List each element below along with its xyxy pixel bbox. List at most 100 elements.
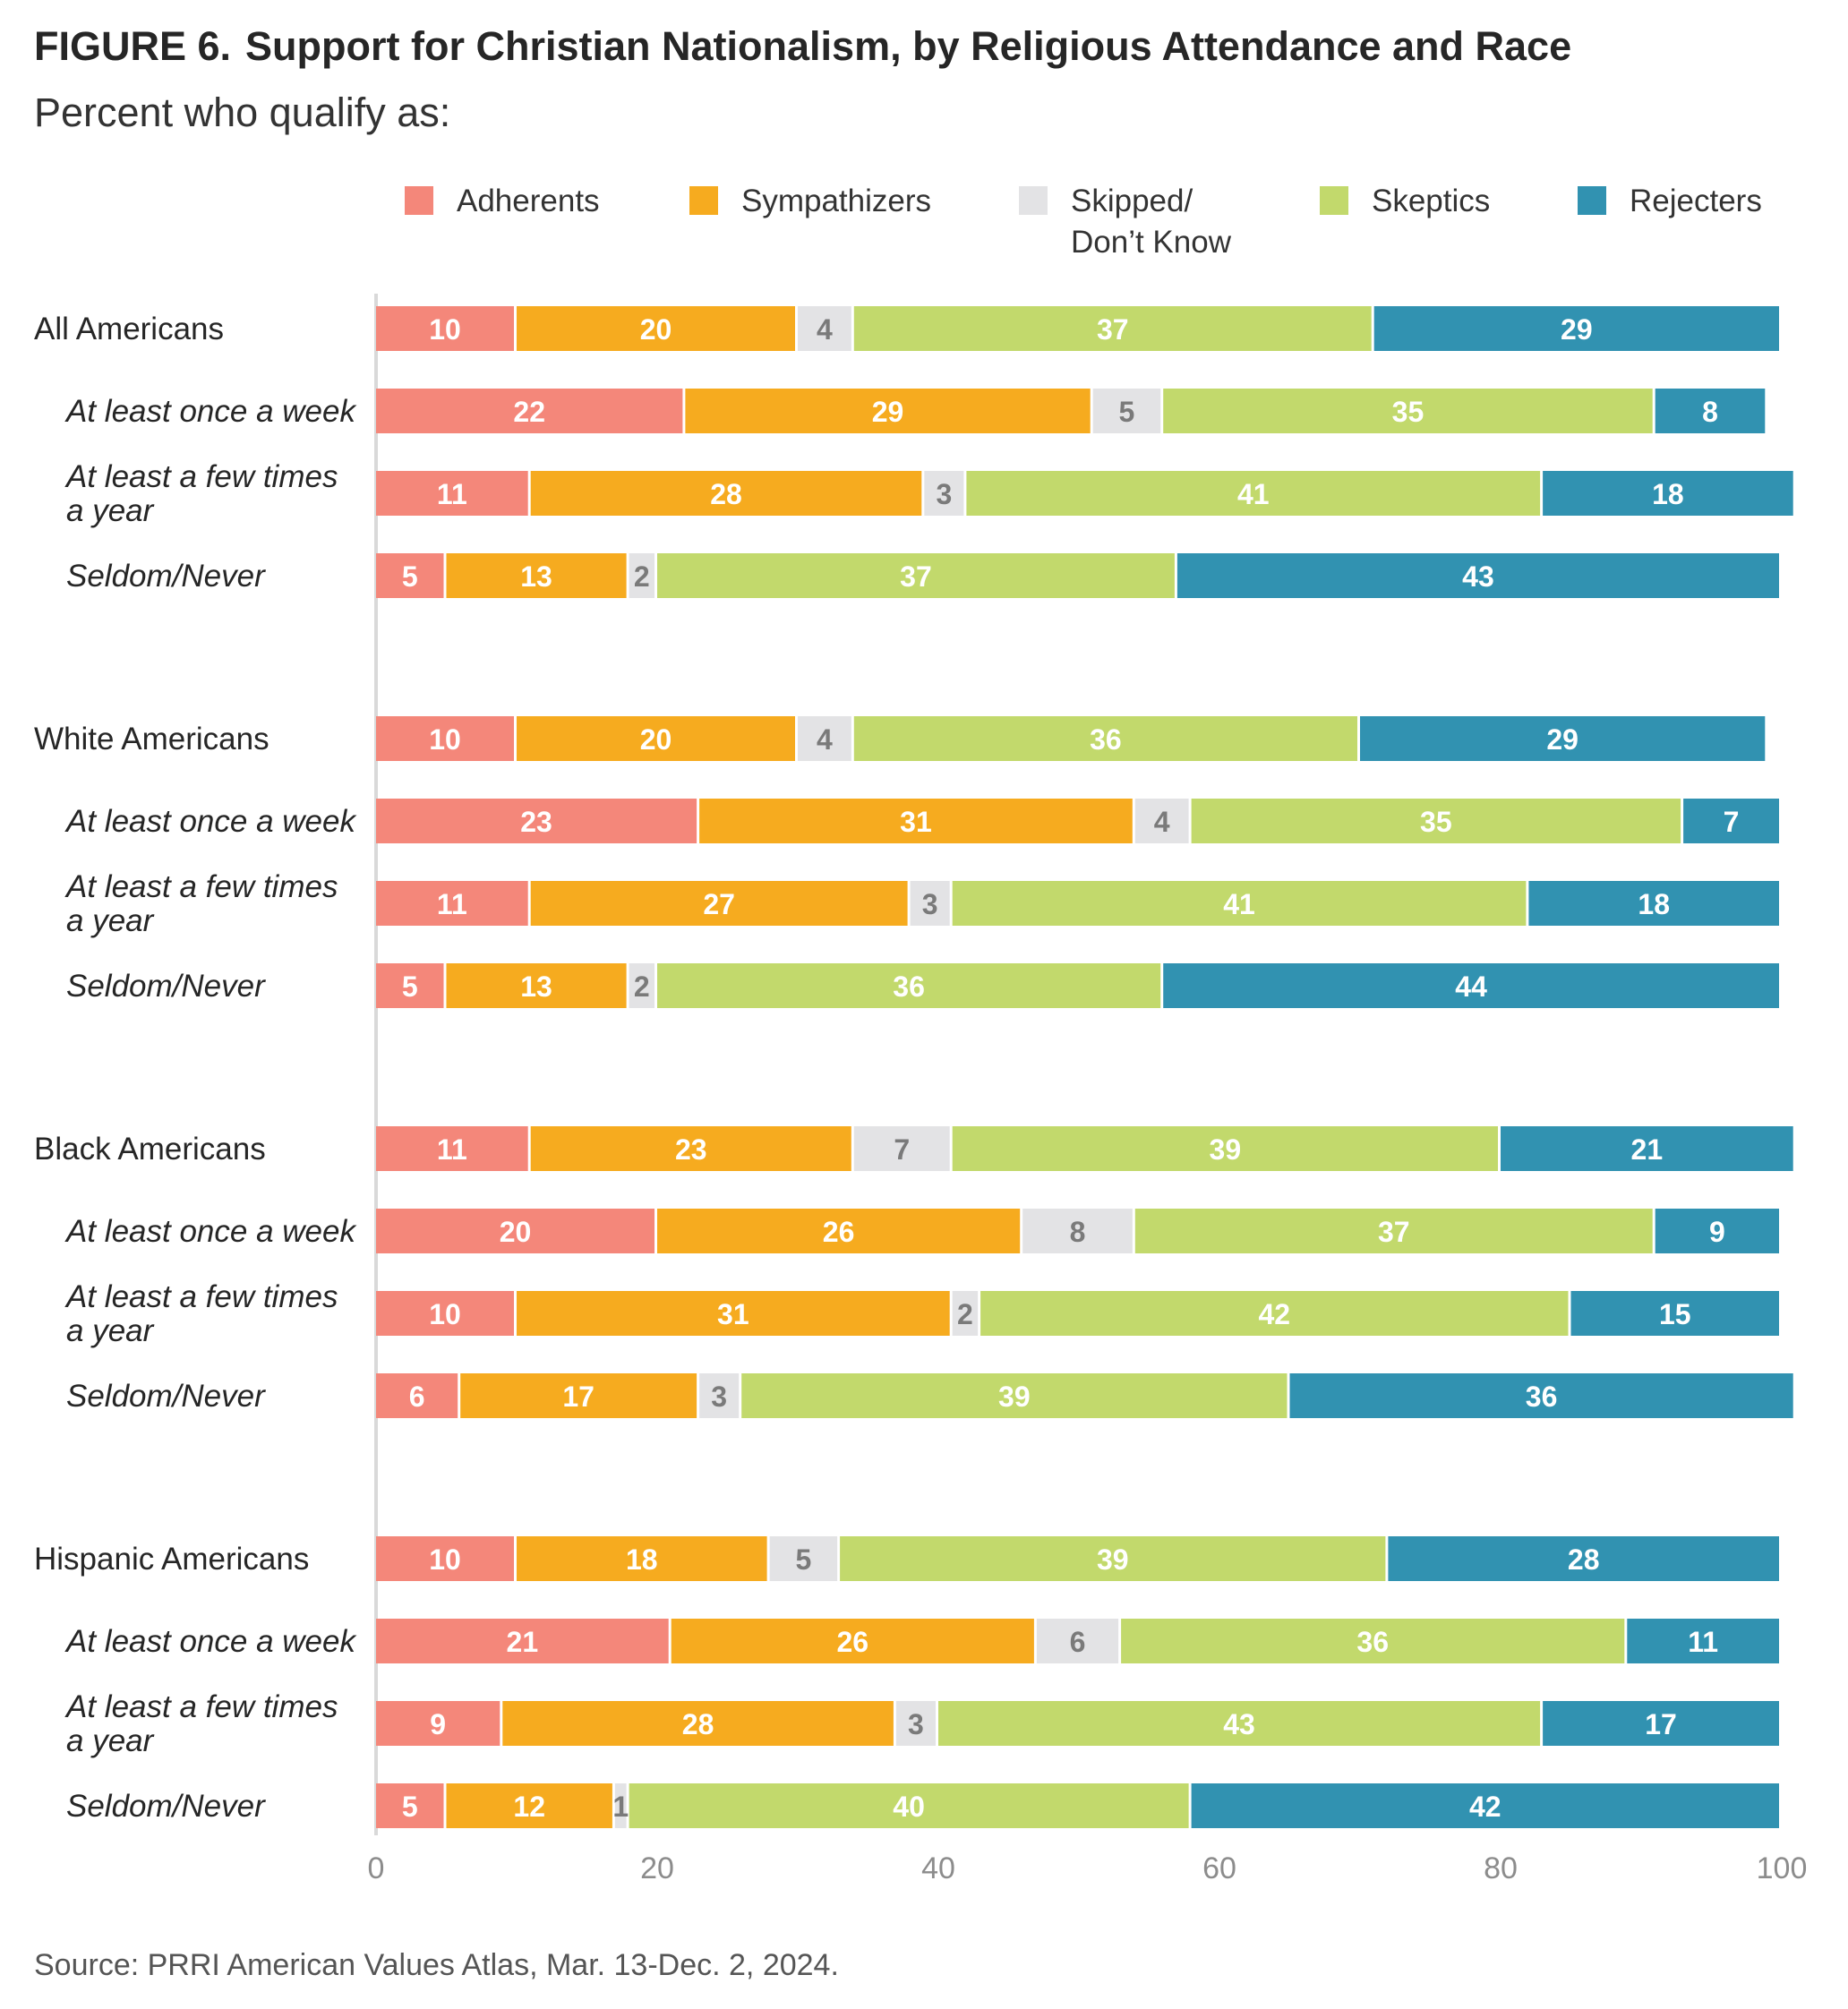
row-label-group: White Americans [34, 722, 270, 757]
bar-segment-sympathizers [517, 306, 795, 351]
bar-segment-adherents [376, 1701, 500, 1746]
data-label: 5 [402, 560, 418, 593]
bar-segment-skeptics [741, 1373, 1288, 1418]
bar-segment-skipped [1036, 1619, 1119, 1663]
bar-segment-skeptics [629, 1783, 1189, 1828]
data-label: 35 [1392, 396, 1424, 428]
data-label: 15 [1659, 1298, 1691, 1330]
bar-segment-skipped [1134, 799, 1189, 843]
bar-segment-adherents [376, 389, 683, 433]
data-label: 26 [837, 1626, 869, 1658]
row-label-sub: Seldom/Never [66, 1789, 266, 1824]
data-label: 3 [936, 478, 952, 510]
bar-segment-adherents [376, 881, 528, 926]
data-label: 29 [872, 396, 904, 428]
data-label: 36 [1090, 723, 1122, 756]
data-label: 41 [1237, 478, 1270, 510]
data-label: 17 [562, 1381, 595, 1413]
bar-segment-sympathizers [446, 1783, 612, 1828]
data-label: 4 [817, 313, 833, 346]
data-label: 17 [1645, 1708, 1677, 1740]
legend-label-skipped: Skipped/ [1071, 184, 1193, 218]
bar-segment-skeptics [853, 716, 1357, 761]
legend-swatch-rejecters [1578, 186, 1606, 215]
bar-segment-sympathizers [699, 799, 1133, 843]
x-tick-label: 80 [1484, 1851, 1518, 1885]
bar-segment-rejecters [1655, 1209, 1779, 1253]
data-label: 5 [402, 970, 418, 1003]
bar-segment-rejecters [1570, 1291, 1779, 1336]
bar-segment-sympathizers [446, 963, 627, 1008]
legend-label-skeptics: Skeptics [1372, 184, 1490, 218]
x-tick-label: 0 [368, 1851, 385, 1885]
legend-swatch-adherents [405, 186, 433, 215]
bar-segment-adherents [376, 963, 444, 1008]
bar-segment-rejecters [1191, 1783, 1779, 1828]
data-label: 10 [429, 1298, 461, 1330]
bar-segment-skipped [798, 306, 851, 351]
bar-segment-skeptics [853, 306, 1372, 351]
legend-label-sympathizers: Sympathizers [741, 184, 931, 218]
row-label-sub: Seldom/Never [66, 969, 266, 1004]
row-label-sub: At least a few times [64, 1689, 338, 1724]
figure-label: FIGURE 6. [34, 23, 232, 69]
bar-segment-adherents [376, 1209, 654, 1253]
bar-segment-rejecters [1163, 963, 1779, 1008]
bar-segment-skipped [895, 1701, 936, 1746]
row-label-sub: At least once a week [64, 394, 356, 429]
chart-subtitle: Percent who qualify as: [34, 90, 451, 135]
bar-segment-rejecters [1627, 1619, 1779, 1663]
data-label: 2 [634, 970, 650, 1003]
bar-segment-rejecters [1360, 716, 1766, 761]
data-label: 39 [998, 1381, 1031, 1413]
data-label: 29 [1561, 313, 1593, 346]
bar-segment-adherents [376, 1536, 514, 1581]
data-label: 13 [520, 970, 552, 1003]
data-label: 3 [922, 888, 938, 920]
row-label-sub: At least once a week [64, 804, 356, 839]
data-label: 18 [1638, 888, 1670, 920]
data-label: 37 [1378, 1216, 1410, 1248]
bar-segment-skeptics [840, 1536, 1386, 1581]
bar-segment-sympathizers [446, 553, 627, 598]
data-label: 9 [430, 1708, 446, 1740]
data-label: 39 [1097, 1543, 1129, 1576]
bar-segment-rejecters [1655, 389, 1766, 433]
bar-segment-skeptics [1121, 1619, 1625, 1663]
bar-segment-skeptics [952, 881, 1527, 926]
row-label-group: All Americans [34, 312, 224, 346]
bar-segment-adherents [376, 306, 514, 351]
bar-segment-skipped [924, 471, 964, 516]
bar-segment-sympathizers [517, 716, 795, 761]
data-label: 12 [513, 1791, 545, 1823]
data-label: 11 [437, 888, 467, 920]
row-label-sub: Seldom/Never [66, 1379, 266, 1414]
data-label: 43 [1462, 560, 1494, 593]
bar-segment-sympathizers [530, 1126, 851, 1171]
data-label: 1 [612, 1791, 629, 1823]
bar-segment-skipped [910, 881, 950, 926]
row-label-sub: a year [66, 1313, 155, 1348]
x-tick-label: 20 [640, 1851, 674, 1885]
bar-segment-adherents [376, 1291, 514, 1336]
bar-segment-skeptics [1191, 799, 1681, 843]
bar-segment-adherents [376, 1619, 669, 1663]
x-tick-label: 60 [1202, 1851, 1236, 1885]
data-label: 11 [437, 478, 467, 510]
row-label-sub: At least a few times [64, 459, 338, 494]
bar-segment-rejecters [1289, 1373, 1793, 1418]
data-label: 4 [817, 723, 833, 756]
row-label-sub: At least a few times [64, 869, 338, 904]
data-label: 5 [1119, 396, 1135, 428]
bar-segment-adherents [376, 471, 528, 516]
legend-swatch-sympathizers [689, 186, 718, 215]
bar-segment-skipped [1092, 389, 1161, 433]
bar-segment-skeptics [657, 963, 1161, 1008]
bar-segment-skipped [952, 1291, 979, 1336]
row-label-sub: Seldom/Never [66, 559, 266, 594]
data-label: 10 [429, 313, 461, 346]
bar-segment-adherents [376, 799, 697, 843]
data-label: 22 [513, 396, 545, 428]
bar-segment-sympathizers [517, 1291, 950, 1336]
data-label: 8 [1702, 396, 1718, 428]
